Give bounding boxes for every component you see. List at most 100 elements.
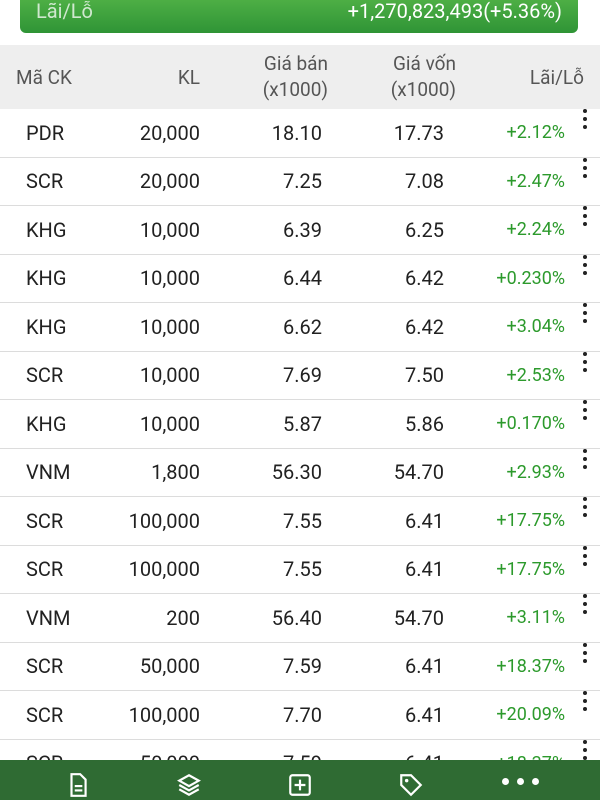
sell-price: 6.62 — [283, 314, 322, 339]
sell-price: 7.55 — [283, 508, 322, 533]
nav-layers[interactable] — [169, 772, 209, 800]
profit-loss: +20.09% — [496, 704, 565, 725]
profit-loss: +0.170% — [496, 413, 565, 434]
cost-price: 6.42 — [405, 314, 444, 339]
stock-code: SCR — [26, 363, 64, 387]
table-row[interactable]: KHG 10,000 6.44 6.42 +0.230% — [0, 254, 600, 303]
table-row[interactable]: SCR 50,000 7.59 6.41 +18.37% — [0, 642, 600, 691]
stock-code: SCR — [26, 508, 64, 533]
nav-document[interactable] — [58, 772, 98, 800]
header-cost-line1: Giá vốn — [392, 52, 456, 75]
stock-code: PDR — [26, 120, 65, 145]
document-icon — [70, 773, 87, 797]
row-menu-icon[interactable] — [578, 448, 592, 496]
row-menu-icon[interactable] — [578, 254, 592, 302]
row-menu-icon[interactable] — [578, 739, 592, 787]
quantity: 20,000 — [139, 169, 200, 193]
cost-price: 6.42 — [405, 266, 444, 290]
profit-loss: +17.75% — [496, 558, 565, 580]
profit-loss: +3.11% — [506, 607, 566, 628]
quantity: 10,000 — [139, 314, 200, 339]
sell-price: 6.39 — [283, 217, 322, 242]
profit-loss: +2.53% — [506, 364, 566, 386]
quantity: 10,000 — [139, 266, 200, 290]
cost-price: 6.25 — [405, 217, 444, 242]
stock-code: SCR — [26, 557, 64, 581]
stock-code: VNM — [26, 605, 71, 630]
stock-code: KHG — [26, 411, 67, 436]
profit-loss: +0.230% — [496, 267, 565, 289]
quantity: 100,000 — [128, 557, 200, 581]
header-sell-line2: (x1000) — [262, 78, 328, 101]
cost-price: 54.70 — [393, 605, 444, 630]
header-qty: KL — [177, 65, 200, 89]
summary-label: Lãi/Lỗ — [36, 0, 93, 23]
row-menu-icon[interactable] — [578, 642, 592, 690]
header-sell-price: Giá bán (x1000) — [263, 45, 328, 109]
table-row[interactable]: SCR 100,000 7.70 6.41 +20.09% — [0, 691, 600, 740]
quantity: 20,000 — [139, 120, 200, 145]
table-row[interactable]: VNM 200 56.40 54.70 +3.11% — [0, 594, 600, 643]
profit-loss: +3.04% — [506, 316, 566, 337]
profit-loss: +17.75% — [496, 510, 565, 531]
header-cost-price: Giá vốn (x1000) — [391, 45, 456, 109]
quantity: 100,000 — [128, 702, 200, 727]
profit-loss-summary: Lãi/Lỗ +1,270,823,493(+5.36%) — [20, 0, 578, 33]
nav-tag[interactable] — [391, 772, 431, 800]
profit-loss: +18.37% — [496, 655, 565, 677]
quantity: 10,000 — [139, 217, 200, 242]
layers-icon — [177, 774, 201, 796]
more-icon — [501, 774, 539, 785]
row-menu-icon[interactable] — [578, 545, 592, 593]
sell-price: 56.30 — [271, 460, 322, 484]
sell-price: 5.87 — [283, 411, 322, 436]
sell-price: 7.70 — [283, 702, 322, 727]
row-menu-icon[interactable] — [578, 157, 592, 205]
add-box-icon — [289, 774, 311, 796]
stock-code: KHG — [26, 266, 67, 290]
stock-code: SCR — [26, 702, 64, 727]
nav-more[interactable] — [500, 774, 540, 802]
table-header: Mã CK KL Giá bán (x1000) Giá vốn (x1000)… — [0, 45, 600, 109]
table-row[interactable]: SCR 10,000 7.69 7.50 +2.53% — [0, 351, 600, 400]
nav-add[interactable] — [280, 772, 320, 800]
stock-code: VNM — [26, 460, 71, 484]
profit-loss: +2.93% — [506, 461, 566, 483]
row-menu-icon[interactable] — [578, 351, 592, 399]
table-row[interactable]: VNM 1,800 56.30 54.70 +2.93% — [0, 448, 600, 497]
header-sell-line1: Giá bán — [263, 52, 328, 75]
table-row[interactable]: SCR 100,000 7.55 6.41 +17.75% — [0, 497, 600, 546]
row-menu-icon[interactable] — [578, 400, 592, 447]
cost-price: 6.41 — [405, 702, 444, 727]
row-menu-icon[interactable] — [578, 206, 592, 253]
cost-price: 7.50 — [405, 363, 444, 387]
profit-loss: +2.12% — [506, 122, 566, 143]
row-menu-icon[interactable] — [578, 109, 592, 156]
table-row[interactable]: SCR 100,000 7.55 6.41 +17.75% — [0, 545, 600, 594]
header-profit-loss: Lãi/Lỗ — [529, 65, 584, 89]
cost-price: 6.41 — [405, 654, 444, 678]
table-row[interactable]: SCR 20,000 7.25 7.08 +2.47% — [0, 157, 600, 206]
stock-code: SCR — [26, 169, 64, 193]
row-menu-icon[interactable] — [578, 594, 592, 641]
row-menu-icon[interactable] — [578, 303, 592, 350]
quantity: 1,800 — [151, 460, 200, 484]
cost-price: 54.70 — [393, 460, 444, 484]
quantity: 200 — [166, 605, 200, 630]
summary-value: +1,270,823,493(+5.36%) — [347, 0, 562, 23]
row-menu-icon[interactable] — [578, 497, 592, 544]
table-row[interactable]: PDR 20,000 18.10 17.73 +2.12% — [0, 109, 600, 158]
cost-price: 6.41 — [405, 508, 444, 533]
table-row[interactable]: KHG 10,000 5.87 5.86 +0.170% — [0, 400, 600, 449]
table-body: PDR 20,000 18.10 17.73 +2.12% SCR 20,000 7.25 7.… — [0, 109, 600, 788]
row-menu-icon[interactable] — [578, 691, 592, 738]
sell-price: 7.25 — [283, 169, 322, 193]
sell-price: 7.55 — [283, 557, 322, 581]
bottom-nav — [0, 760, 600, 800]
header-cost-line2: (x1000) — [390, 78, 456, 101]
table-row[interactable]: KHG 10,000 6.62 6.42 +3.04% — [0, 303, 600, 352]
portfolio-table: Mã CK KL Giá bán (x1000) Giá vốn (x1000)… — [0, 45, 600, 788]
cost-price: 6.41 — [405, 557, 444, 581]
table-row[interactable]: KHG 10,000 6.39 6.25 +2.24% — [0, 206, 600, 255]
sell-price: 18.10 — [271, 120, 322, 145]
